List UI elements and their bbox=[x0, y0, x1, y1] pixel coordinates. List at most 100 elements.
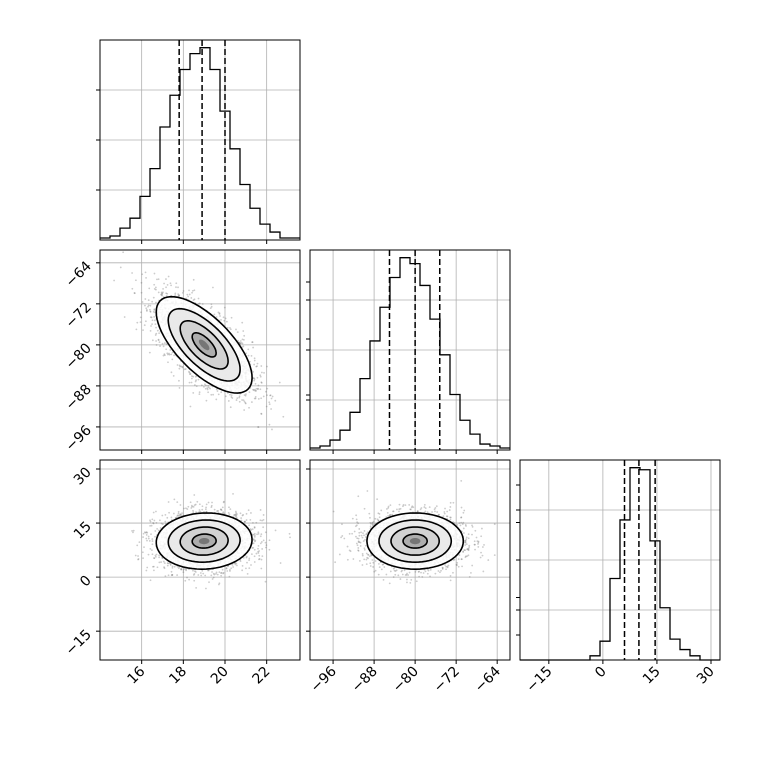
sample-point bbox=[244, 521, 246, 523]
sample-point bbox=[229, 570, 231, 572]
sample-point bbox=[288, 532, 291, 535]
sample-point bbox=[230, 567, 233, 570]
sample-point bbox=[220, 318, 222, 321]
sample-point bbox=[171, 566, 174, 569]
sample-point bbox=[190, 507, 193, 509]
sample-point bbox=[194, 375, 197, 378]
sample-point bbox=[253, 379, 256, 382]
sample-point bbox=[199, 572, 202, 574]
sample-point bbox=[274, 529, 277, 532]
sample-point bbox=[186, 293, 189, 296]
sample-point bbox=[257, 533, 260, 535]
sample-point bbox=[157, 529, 160, 532]
sample-point bbox=[177, 286, 179, 289]
sample-point bbox=[142, 536, 144, 538]
sample-point bbox=[164, 520, 167, 523]
sample-point bbox=[212, 572, 215, 575]
sample-point bbox=[216, 573, 219, 576]
sample-point bbox=[191, 291, 193, 294]
sample-point bbox=[150, 325, 152, 327]
sample-point bbox=[176, 574, 179, 576]
sample-point bbox=[190, 504, 193, 507]
sample-point bbox=[155, 510, 157, 513]
contour-line bbox=[167, 307, 241, 382]
sample-point bbox=[246, 572, 249, 575]
sample-point bbox=[260, 365, 263, 367]
sample-point bbox=[170, 570, 173, 573]
sample-point bbox=[151, 319, 154, 322]
sample-point bbox=[240, 519, 243, 522]
sample-point bbox=[163, 282, 165, 285]
sample-point bbox=[155, 288, 157, 291]
sample-point bbox=[219, 315, 221, 317]
sample-point bbox=[166, 283, 169, 286]
sample-point bbox=[257, 550, 259, 553]
sample-point bbox=[144, 320, 147, 323]
sample-point bbox=[163, 354, 166, 357]
sample-point bbox=[247, 348, 250, 351]
sample-point bbox=[234, 510, 237, 513]
sample-point bbox=[258, 558, 260, 561]
sample-point bbox=[208, 581, 210, 584]
sample-point bbox=[220, 571, 223, 574]
sample-point bbox=[223, 319, 226, 322]
sample-point bbox=[123, 316, 126, 318]
sample-point bbox=[224, 317, 227, 320]
sample-point bbox=[244, 520, 246, 523]
sample-point bbox=[173, 354, 175, 357]
sample-point bbox=[245, 567, 247, 570]
sample-point bbox=[256, 533, 258, 536]
sample-point bbox=[221, 506, 224, 509]
sample-point bbox=[279, 562, 282, 564]
sample-point bbox=[229, 328, 232, 331]
sample-point bbox=[168, 352, 170, 355]
sample-point bbox=[113, 279, 116, 282]
sample-point bbox=[145, 537, 148, 540]
sample-point bbox=[160, 293, 163, 296]
sample-point bbox=[192, 392, 195, 394]
sample-point bbox=[252, 388, 254, 391]
sample-point bbox=[207, 386, 210, 389]
sample-point bbox=[151, 518, 154, 521]
sample-point bbox=[148, 351, 151, 354]
sample-point bbox=[223, 512, 226, 515]
sample-point bbox=[212, 286, 214, 289]
sample-point bbox=[191, 377, 193, 380]
sample-point bbox=[229, 393, 231, 396]
sample-point bbox=[245, 519, 248, 521]
sample-point bbox=[239, 342, 242, 345]
sample-point bbox=[150, 316, 153, 319]
sample-point bbox=[270, 397, 273, 400]
sample-point bbox=[198, 509, 201, 511]
sample-point bbox=[160, 561, 162, 563]
sample-point bbox=[153, 319, 156, 322]
sample-point bbox=[139, 316, 142, 319]
sample-point bbox=[220, 391, 223, 394]
sample-point bbox=[134, 279, 137, 282]
sample-point bbox=[194, 571, 197, 573]
sample-point bbox=[190, 375, 193, 377]
sample-point bbox=[177, 512, 180, 515]
sample-point bbox=[259, 542, 262, 545]
sample-point bbox=[265, 544, 268, 547]
sample-point bbox=[217, 393, 220, 396]
sample-point bbox=[239, 340, 242, 342]
sample-point bbox=[149, 310, 152, 313]
sample-point bbox=[253, 526, 256, 528]
sample-point bbox=[186, 508, 189, 510]
sample-point bbox=[222, 500, 225, 503]
sample-point bbox=[165, 292, 168, 295]
sample-point bbox=[178, 387, 181, 389]
sample-point bbox=[174, 292, 177, 295]
sample-point bbox=[119, 266, 122, 269]
sample-point bbox=[166, 516, 169, 519]
sample-point bbox=[217, 583, 220, 586]
sample-point bbox=[159, 345, 161, 347]
sample-point bbox=[210, 574, 213, 577]
sample-point bbox=[222, 572, 224, 575]
sample-point bbox=[161, 292, 164, 295]
sample-point bbox=[201, 303, 204, 305]
sample-point bbox=[177, 514, 180, 517]
sample-point bbox=[141, 551, 144, 554]
sample-point bbox=[145, 309, 148, 311]
